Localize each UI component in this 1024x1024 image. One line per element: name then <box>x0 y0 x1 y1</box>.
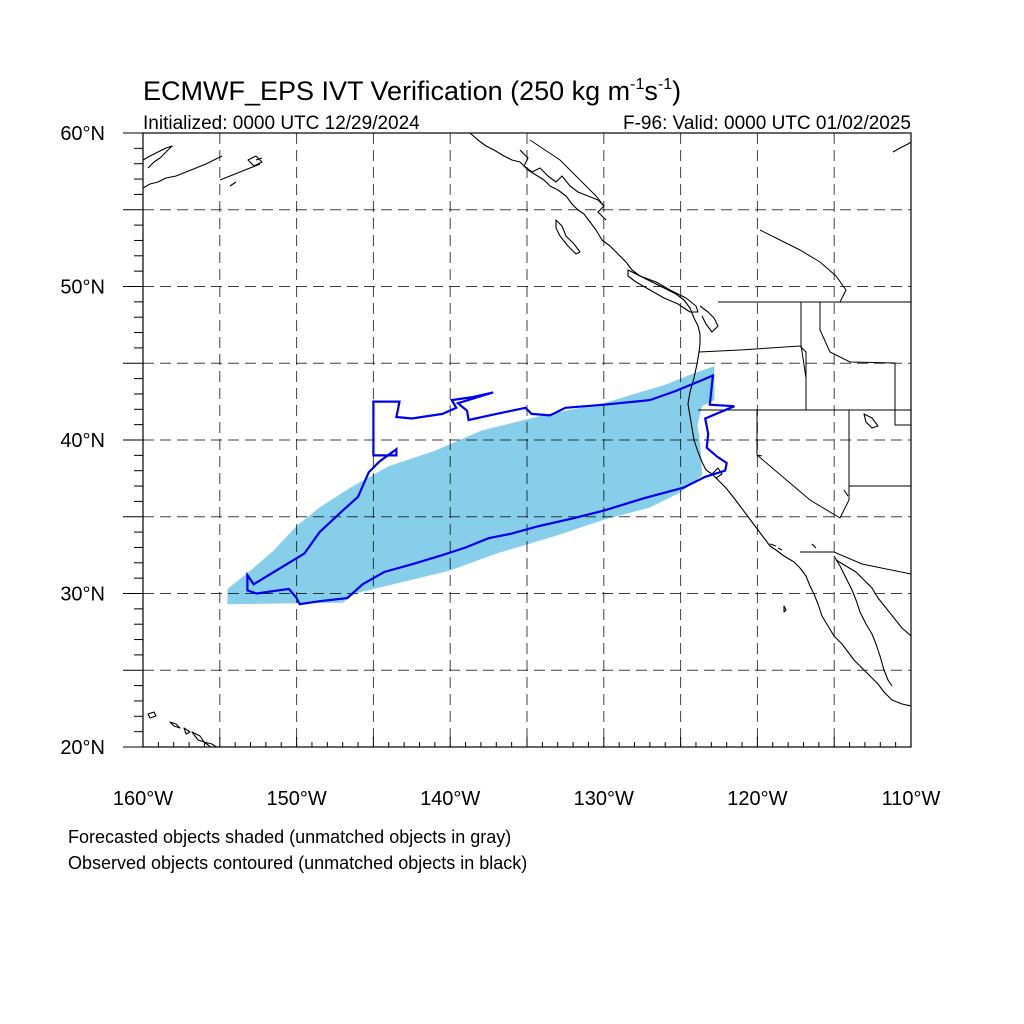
great-salt-lake <box>863 413 879 429</box>
alaska-bc-border <box>529 139 605 207</box>
us-mexico-border <box>800 551 911 575</box>
lat-label: 60°N <box>60 123 105 145</box>
vancouver-island <box>627 269 699 313</box>
idaho-west-border <box>800 302 807 410</box>
alaska-bc-coastline <box>469 133 701 353</box>
lake-mead <box>843 489 849 497</box>
columbia-river-mt <box>759 229 847 303</box>
lake-tahoe-nv <box>756 454 763 457</box>
gridlines <box>143 133 911 747</box>
kodiak-area <box>247 155 263 167</box>
footnote-forecast: Forecasted objects shaded (unmatched obj… <box>68 827 511 847</box>
ne-corner-coast <box>892 141 911 153</box>
valid-time: F-96: Valid: 0000 UTC 01/02/2025 <box>623 113 911 134</box>
longitude-labels: 160°W 150°W 140°W 130°W 120°W 110°W <box>113 788 941 810</box>
hawaii-islands <box>147 711 218 747</box>
channel-islands <box>769 543 783 551</box>
political-borders <box>529 139 911 575</box>
latitude-labels: 60°N 50°N 40°N 30°N 20°N <box>60 123 105 759</box>
sf-bay <box>711 467 723 479</box>
lon-label: 160°W <box>113 788 173 810</box>
us-west-coastline <box>687 351 911 707</box>
lat-label: 40°N <box>60 430 105 452</box>
alaska-peninsula <box>143 145 263 189</box>
california-nevada-border <box>756 410 841 519</box>
puget-sound <box>699 305 719 333</box>
map-panel <box>143 133 911 747</box>
lon-label: 120°W <box>727 788 787 810</box>
lat-label: 30°N <box>60 584 105 606</box>
salton-sea <box>811 543 817 549</box>
mainland-mexico-coast <box>835 559 911 637</box>
nevada-arizona-border <box>839 410 850 519</box>
washington-oregon-border <box>698 345 807 378</box>
haida-gwaii <box>555 219 581 255</box>
lon-label: 130°W <box>574 788 634 810</box>
forecast-object-shading <box>227 366 715 605</box>
guadalupe-island <box>783 605 787 613</box>
footnote-observed: Observed objects contoured (unmatched ob… <box>68 853 527 873</box>
observed-object-contour <box>246 373 735 606</box>
initialized-time: Initialized: 0000 UTC 12/29/2024 <box>143 113 420 134</box>
idaho-montana-border <box>819 302 911 426</box>
figure-title: ECMWF_EPS IVT Verification (250 kg m-1s-… <box>143 76 681 106</box>
lon-label: 150°W <box>266 788 326 810</box>
baja-east-coast <box>833 555 893 687</box>
lon-label: 140°W <box>420 788 480 810</box>
axis-ticks <box>123 132 912 748</box>
lat-label: 50°N <box>60 277 105 299</box>
lat-label: 20°N <box>60 737 105 759</box>
lon-label: 110°W <box>882 788 941 810</box>
